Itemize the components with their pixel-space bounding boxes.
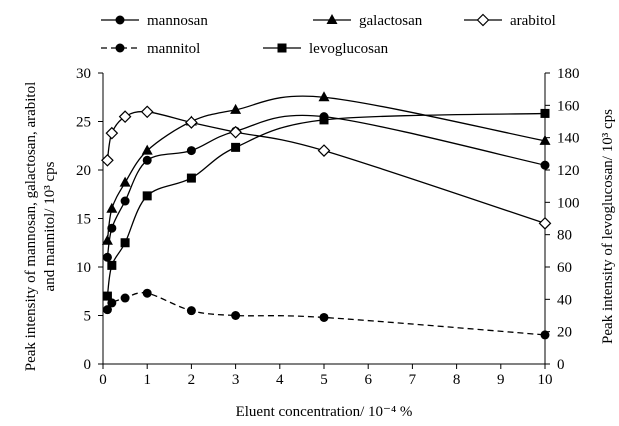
galactosan-point [230,103,242,114]
galactosan-point [318,91,330,102]
levoglucosan-point [102,291,112,301]
x-tick-label: 9 [497,372,505,388]
arabitol-point [185,116,198,129]
x-tick-label: 8 [453,372,461,388]
x-tick-label: 1 [143,372,151,388]
series-mannosan [102,112,550,262]
legend-marker [115,43,125,53]
x-tick-label: 10 [538,372,553,388]
left-y-axis-title: Peak intensity of mannosan, galactosan, … [23,82,58,372]
x-tick-label: 5 [320,372,328,388]
mannitol-point [186,306,196,316]
right-y-tick-label: 100 [557,195,580,211]
legend-label: galactosan [359,13,423,29]
x-axis-title: Eluent concentration/ 10⁻⁴ % [236,404,413,420]
right-y-tick-label: 60 [557,260,572,276]
legend-item-mannitol: mannitol [101,41,200,57]
arabitol-line [106,110,546,224]
mannosan-point [102,252,112,262]
galactosan-point [141,144,153,155]
arabitol-point [229,125,242,139]
levoglucosan-point [120,238,130,248]
left-y-tick-label: 30 [76,66,91,82]
legend-item-arabitol: arabitol [464,13,556,29]
legend-item-mannosan: mannosan [101,13,208,29]
levoglucosan-point [540,108,550,118]
mannosan-point [120,196,130,206]
right-y-tick-label: 20 [557,325,572,341]
levoglucosan-point [142,191,152,201]
legend-label: levoglucosan [309,41,389,57]
right-y-axis-title: Peak intensity of levoglucosan/ 10³ cps [600,109,616,344]
mannosan-point [186,146,196,156]
levoglucosan-point [319,115,329,125]
arabitol-point [101,153,114,167]
left-y-axis-title-line: Peak intensity of mannosan, galactosan, … [23,82,39,372]
axes: 0 1 2 3 4 5 6 7 8 9 100510152025300204060801001201… [76,66,580,388]
mannitol-point [120,293,130,303]
series-mannitol [102,288,550,340]
right-y-tick-label: 120 [557,163,580,179]
arabitol-point [105,126,119,140]
mannitol-point [319,312,329,322]
legend-marker [326,14,338,24]
series-arabitol [101,105,552,230]
legend-item-galactosan: galactosan [313,13,423,29]
right-y-tick-label: 80 [557,228,572,244]
mannosan-line [106,114,546,258]
legend-label: mannitol [147,41,200,57]
galactosan-point [119,176,131,187]
arabitol-point [317,144,331,157]
left-y-tick-label: 15 [76,212,91,228]
x-tick-label: 2 [188,372,196,388]
legend: mannosan galactosan arabitol mannitol levogl… [101,13,556,57]
left-y-tick-label: 20 [76,163,91,179]
mannosan-point [107,223,117,233]
mannitol-point [107,298,117,308]
mannitol-point [102,305,112,315]
levoglucosan-point [186,173,196,183]
x-tick-label: 6 [364,372,372,388]
levoglucosan-point [231,142,241,152]
series-levoglucosan [102,108,550,301]
legend-label: arabitol [510,13,556,29]
x-tick-label: 4 [276,372,284,388]
left-y-tick-label: 5 [84,309,92,325]
left-y-tick-label: 10 [76,260,91,276]
arabitol-point [140,105,154,119]
x-tick-label: 7 [409,372,417,388]
levoglucosan-point [107,260,117,270]
legend-label: mannosan [147,13,208,29]
left-y-axis-title-line: and mannitol/ 10³ cps [42,161,58,291]
left-y-tick-label: 0 [84,357,92,373]
legend-marker [277,43,287,53]
right-y-tick-label: 40 [557,292,572,308]
mannitol-point [142,288,152,298]
x-tick-label: 3 [232,372,240,388]
galactosan-point [101,234,113,245]
arabitol-point [538,217,552,230]
levoglucosan-line [106,112,546,297]
legend-marker [476,13,490,27]
mannosan-point [540,160,550,170]
arabitol-point [118,110,132,123]
left-y-tick-label: 25 [76,115,91,131]
legend-marker [115,15,125,25]
mannitol-point [231,311,241,320]
right-y-tick-label: 180 [557,66,580,82]
right-y-tick-label: 160 [557,98,580,114]
mannitol-point [540,330,550,340]
legend-item-levoglucosan: levoglucosan [263,41,389,57]
galactosan-point [539,134,551,145]
right-y-tick-label: 0 [557,357,565,373]
series-layer [101,91,552,340]
mannosan-point [142,155,152,165]
right-y-tick-label: 140 [557,131,580,147]
x-tick-label: 0 [99,372,107,388]
galactosan-point [106,202,118,213]
